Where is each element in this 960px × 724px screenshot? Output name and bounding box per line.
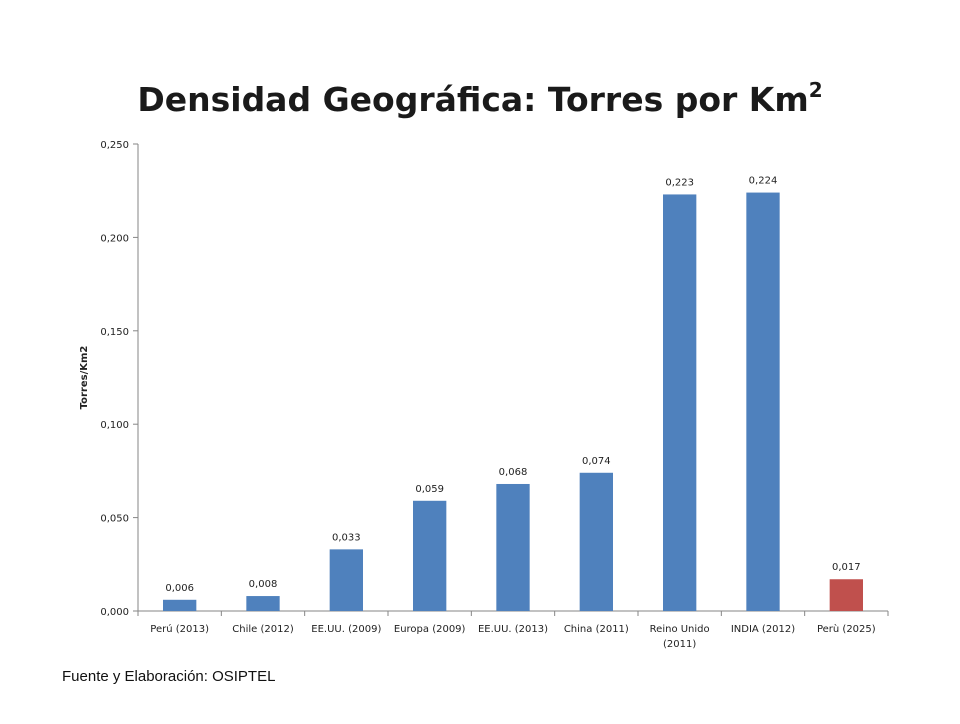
data-label: 0,074: [582, 456, 611, 467]
x-tick-label: Reino Unido: [650, 624, 710, 635]
x-tick-label: Chile (2012): [232, 624, 294, 635]
bar: [579, 472, 613, 611]
x-tick-label: INDIA (2012): [731, 624, 795, 635]
data-label: 0,008: [249, 579, 278, 590]
data-label: 0,059: [415, 484, 444, 495]
data-label: 0,223: [665, 177, 694, 188]
y-tick-label: 0,200: [100, 233, 129, 244]
bar: [663, 194, 697, 611]
y-tick-label: 0,150: [100, 327, 129, 338]
source-footnote: Fuente y Elaboración: OSIPTEL: [62, 668, 276, 685]
y-tick-label: 0,050: [100, 514, 129, 525]
x-tick-label: EE.UU. (2009): [311, 624, 381, 635]
bar: [413, 500, 447, 611]
data-label: 0,068: [499, 467, 528, 478]
y-tick-label: 0,000: [100, 607, 129, 618]
x-tick-label: (2011): [663, 639, 696, 650]
bar: [246, 596, 280, 611]
x-tick-label: Perù (2025): [817, 623, 876, 635]
data-label: 0,017: [832, 562, 861, 573]
x-tick-label: Europa (2009): [394, 624, 466, 635]
x-tick-label: China (2011): [564, 624, 629, 635]
data-label: 0,006: [165, 583, 194, 594]
data-label: 0,224: [749, 176, 778, 187]
chart-title: Densidad Geográfica: Torres por Km2: [137, 78, 823, 119]
bar: [496, 483, 530, 611]
bar: [829, 579, 863, 611]
bar: [163, 599, 197, 611]
y-axis-label: Torres/Km2: [79, 346, 90, 410]
chart-title-superscript: 2: [808, 78, 823, 102]
x-tick-label: EE.UU. (2013): [478, 624, 548, 635]
bar: [329, 549, 363, 611]
x-tick-label: Perú (2013): [150, 623, 209, 635]
bar: [746, 192, 780, 611]
y-tick-label: 0,100: [100, 420, 129, 431]
y-tick-label: 0,250: [100, 140, 129, 151]
data-label: 0,033: [332, 532, 361, 543]
